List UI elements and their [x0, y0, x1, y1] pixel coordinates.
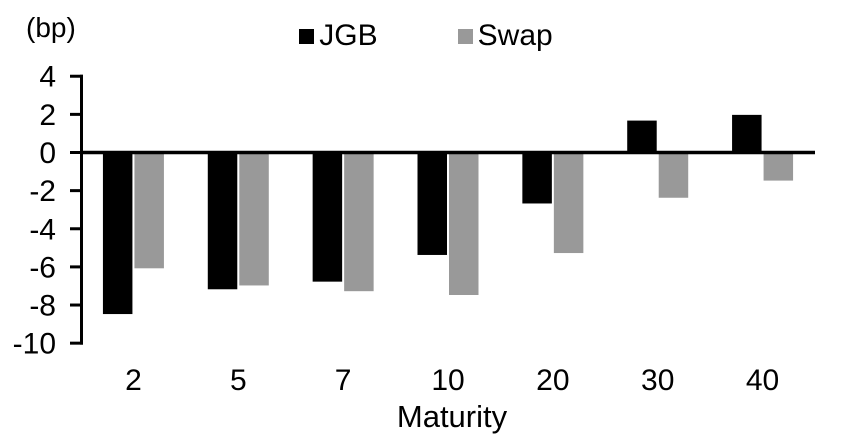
- y-tick-label-2: 2: [39, 99, 56, 132]
- bar-swap-7: [343, 152, 375, 293]
- bar-swap-10: [448, 152, 480, 296]
- x-tick-label-40: 40: [746, 364, 779, 397]
- bar-jgb-20: [521, 152, 553, 205]
- y-tick-label--8: -8: [29, 290, 56, 323]
- bar-swap-40: [762, 152, 795, 182]
- y-tick-label--2: -2: [29, 175, 56, 208]
- y-tick-label-4: 4: [39, 61, 56, 94]
- bar-swap-30: [657, 152, 690, 199]
- x-tick-label-7: 7: [335, 364, 352, 397]
- x-tick-label-30: 30: [641, 364, 674, 397]
- x-tick-label-2: 2: [125, 364, 142, 397]
- bar-jgb-30: [626, 119, 658, 153]
- y-tick-label-0: 0: [39, 137, 56, 170]
- y-axis-unit-label: (bp): [26, 12, 76, 43]
- bar-jgb-40: [731, 113, 763, 153]
- bar-jgb-10: [416, 152, 448, 256]
- y-tick-label--10: -10: [13, 328, 56, 361]
- bar-swap-5: [238, 152, 270, 287]
- bar-jgb-2: [101, 152, 134, 316]
- y-tick-label--6: -6: [29, 251, 56, 284]
- x-tick-label-10: 10: [431, 364, 464, 397]
- bar-swap-2: [133, 152, 165, 270]
- x-tick-label-5: 5: [230, 364, 247, 397]
- bar-jgb-5: [206, 152, 239, 291]
- x-tick-label-20: 20: [536, 364, 569, 397]
- x-axis-title: Maturity: [396, 399, 508, 434]
- y-tick-label--4: -4: [29, 213, 56, 246]
- bar-swap-20: [552, 152, 585, 255]
- bar-jgb-7: [311, 152, 344, 283]
